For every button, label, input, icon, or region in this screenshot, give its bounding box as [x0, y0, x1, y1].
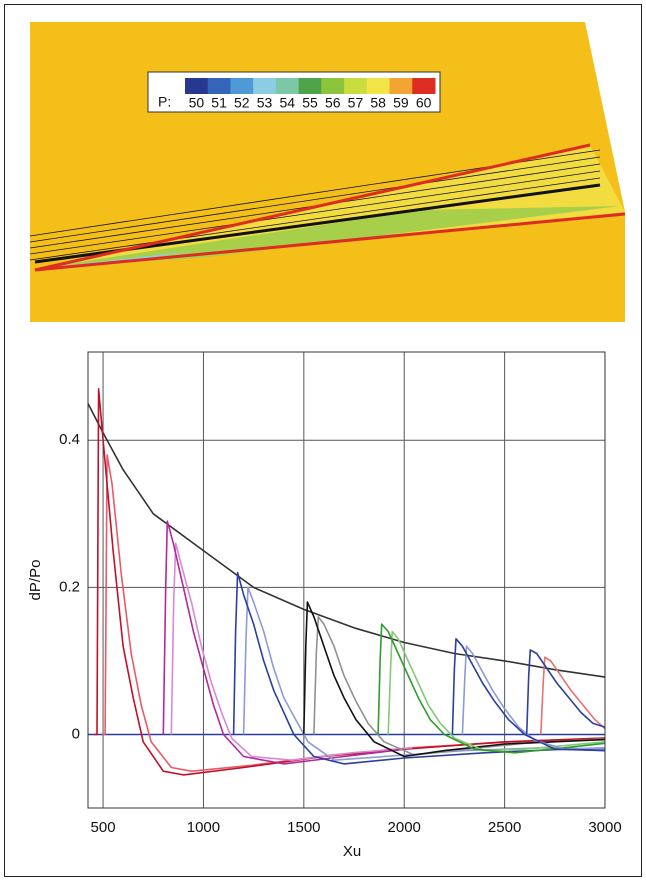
data-line: [461, 645, 606, 750]
colorbar-cell: [366, 78, 391, 94]
colorbar-cell: [389, 78, 413, 94]
colorbar-tick-label: 59: [393, 95, 409, 111]
x-axis-label: Xu: [343, 843, 361, 860]
data-line: [525, 649, 606, 735]
x-tick-label: 1500: [287, 819, 320, 836]
plot-border: [87, 351, 606, 809]
x-tick-label: 1000: [187, 819, 220, 836]
colorbar-cell: [298, 78, 322, 94]
colorbar-cell: [275, 78, 300, 94]
data-line: [94, 388, 606, 776]
colorbar-cell: [412, 78, 436, 94]
x-tick-label: 2500: [488, 819, 521, 836]
contour-region: [40, 206, 620, 268]
data-line: [303, 601, 606, 758]
x-tick-label: 2000: [388, 819, 421, 836]
colorbar-tick-label: 52: [234, 95, 250, 111]
contour-low: [45, 250, 200, 268]
colorbar-cell: [230, 78, 254, 94]
upper-edge: [34, 143, 591, 272]
colorbar-cell: [185, 78, 209, 94]
colorbar-tick-label: 53: [257, 95, 273, 111]
colorbar-tick-label: 50: [189, 95, 205, 111]
y-tick-label: 0.2: [59, 578, 80, 595]
colorbar-cell: [344, 78, 368, 94]
x-tick-label: 500: [91, 819, 116, 836]
colorbar: P: 50 51 52 53 54 55 56 57 58 59 60: [158, 78, 436, 111]
colorbar-tick-label: 58: [370, 95, 386, 111]
colorbar-tick-label: 54: [279, 95, 295, 111]
colorbar-cell: [207, 78, 231, 94]
lower-edge: [34, 212, 626, 272]
data-line: [232, 571, 606, 765]
y-tick-label: 0: [72, 725, 80, 742]
contour-wedge: [35, 145, 625, 270]
colorbar-tick-label: 55: [302, 95, 318, 111]
x-tick-label: 3000: [588, 819, 621, 836]
colorbar-cell: [253, 78, 277, 94]
data-line: [162, 520, 405, 765]
data-line: [170, 542, 413, 761]
colorbar-tick-label: 56: [325, 95, 341, 111]
data-line: [377, 623, 606, 754]
y-tick-label: 0.4: [59, 431, 80, 448]
data-line: [540, 656, 606, 735]
contour-image: P: 50 51 52 53 54 55 56 57 58 59 60: [29, 22, 626, 322]
colorbar-cell: [321, 78, 345, 94]
data-line: [87, 403, 606, 678]
colorbar-label: P:: [158, 94, 171, 110]
colorbar-tick-label: 57: [348, 95, 364, 111]
colorbar-tick-label: 51: [211, 95, 227, 111]
y-axis-label: dP/Po: [27, 560, 44, 601]
colorbar-tick-label: 60: [416, 95, 432, 111]
data-line: [451, 638, 606, 752]
data-line: [242, 586, 606, 761]
